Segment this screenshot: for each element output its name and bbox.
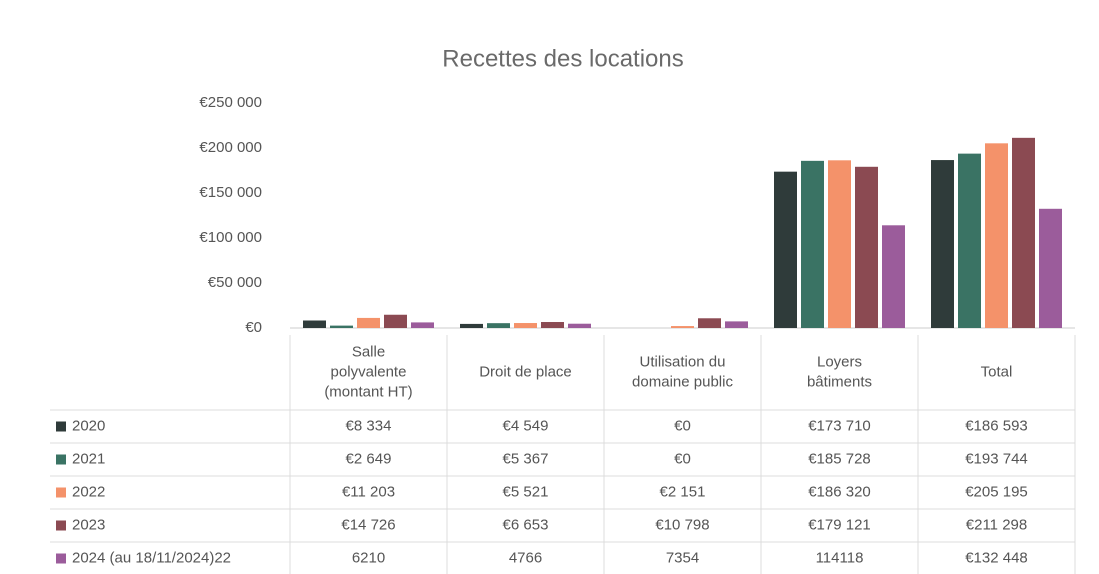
bar [725, 321, 748, 328]
bar [801, 160, 824, 328]
bar [698, 318, 721, 328]
table-value: €2 649 [346, 450, 392, 467]
table-value: €173 710 [808, 417, 871, 434]
table-value: €132 448 [965, 549, 1028, 566]
table-value: 114118 [816, 549, 864, 566]
y-tick-label: €0 [245, 319, 262, 336]
bar [1012, 137, 1035, 328]
y-tick-label: €50 000 [208, 274, 262, 291]
table-value: €2 151 [660, 483, 706, 500]
table-value: €211 298 [966, 516, 1027, 533]
bar [828, 160, 851, 328]
bar [330, 325, 353, 328]
table-value: €193 744 [965, 450, 1028, 467]
bar [1039, 208, 1062, 328]
x-tick-label: Droit de place [479, 363, 572, 380]
x-tick-label: Salle polyvalente (montant HT) [324, 343, 412, 400]
table-value: €6 653 [503, 516, 549, 533]
bar [411, 322, 434, 328]
table-value: €10 798 [655, 516, 709, 533]
legend-swatch [56, 553, 66, 564]
bar [931, 160, 954, 328]
legend-label: 2024 (au 18/11/2024)22 [72, 549, 231, 566]
x-tick-label: Total [981, 363, 1013, 380]
table-value: 4766 [509, 549, 542, 566]
table-value: €0 [674, 417, 691, 434]
legend-swatch [56, 454, 66, 465]
table-value: €5 367 [503, 450, 549, 467]
legend-label: 2021 [72, 450, 105, 467]
bar [985, 143, 1008, 328]
bar [384, 314, 407, 328]
table-value: €14 726 [341, 516, 395, 533]
table-value: 6210 [352, 549, 385, 566]
table-value: €8 334 [346, 417, 392, 434]
legend-swatch [56, 520, 66, 531]
legend-label: 2022 [72, 483, 105, 500]
bar [460, 323, 483, 328]
legend-label: 2023 [72, 516, 105, 533]
legend-swatch [56, 487, 66, 498]
bar [541, 322, 564, 328]
y-tick-label: €150 000 [199, 184, 262, 201]
chart-title: Recettes des locations [442, 45, 683, 72]
bar [882, 225, 905, 328]
table-value: €185 728 [808, 450, 871, 467]
table-value: €186 593 [965, 417, 1028, 434]
bar [855, 166, 878, 328]
bar [568, 323, 591, 328]
legend-swatch [56, 421, 66, 432]
y-tick-label: €200 000 [199, 139, 262, 156]
table-value: 7354 [666, 549, 699, 566]
table-value: €205 195 [965, 483, 1028, 500]
table-value: €179 121 [808, 516, 871, 533]
y-tick-label: €250 000 [199, 94, 262, 111]
table-value: €11 203 [342, 483, 395, 500]
legend-label: 2020 [72, 417, 105, 434]
x-tick-label: Loyers bâtiments [807, 353, 872, 390]
bar [958, 153, 981, 328]
table-value: €186 320 [808, 483, 871, 500]
table-value: €5 521 [503, 483, 549, 500]
bar [671, 326, 694, 328]
bar [514, 323, 537, 328]
bar [303, 320, 326, 328]
table-value: €4 549 [503, 417, 549, 434]
y-tick-label: €100 000 [199, 229, 262, 246]
x-tick-label: Utilisation du domaine public [632, 353, 733, 390]
bar [774, 171, 797, 328]
bar [487, 323, 510, 328]
bar [357, 317, 380, 328]
table-value: €0 [674, 450, 691, 467]
